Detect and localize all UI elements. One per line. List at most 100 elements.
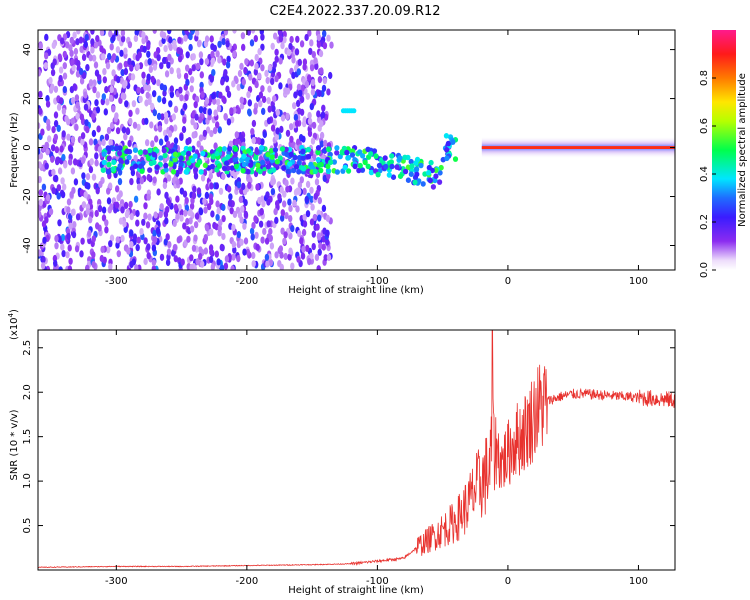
signal-band-cell [426, 164, 432, 171]
signal-band-cell [375, 171, 381, 178]
spectrogram-cell [217, 56, 222, 64]
y-tick-label: 2.0 [22, 384, 33, 400]
spectrogram-cell [199, 81, 204, 89]
spectrogram-cell [124, 100, 129, 108]
spectrogram-cell [80, 138, 85, 146]
spectrogram-cell [280, 227, 285, 235]
spectrogram-cell [90, 46, 95, 54]
spectrogram-cell [309, 252, 314, 260]
signal-band-cell [418, 162, 424, 169]
spectrogram-cell [61, 250, 66, 258]
spectrogram-cell [182, 222, 187, 230]
spectrogram-cell [156, 112, 162, 120]
spectrogram-cell [326, 88, 331, 96]
spectrogram-cell [278, 30, 283, 36]
spectrogram-cell [100, 245, 105, 254]
spectrogram-cell [135, 219, 140, 227]
spectrogram-cell [89, 158, 94, 166]
spectrogram-cell [54, 146, 59, 154]
spectrogram-cell [317, 248, 322, 256]
spectrogram-cell [244, 58, 249, 66]
spectrogram-cell [94, 152, 99, 160]
spectrogram-cell [198, 134, 204, 142]
spectrogram-cell [242, 248, 247, 256]
colorbar-tick-label: 0.2 [699, 214, 710, 230]
spectrogram-cell [302, 116, 307, 124]
signal-band-cell [301, 165, 307, 172]
spectrogram-cell [116, 34, 122, 42]
spectrogram-cell [141, 218, 146, 226]
spectrogram-cell [189, 85, 194, 93]
spectrogram-cell [307, 74, 312, 82]
spectrogram-cell [41, 144, 46, 152]
signal-band-cell [285, 168, 291, 175]
spectrogram-cell [94, 209, 99, 218]
spectrogram-cell [243, 66, 248, 75]
spectrogram-cell [163, 45, 168, 53]
x-tick-label: -100 [366, 276, 389, 287]
spectrogram-cell [195, 258, 200, 266]
signal-band-cell [420, 181, 426, 187]
spectrogram-cell [162, 56, 167, 65]
y-tick-label: 20 [22, 92, 33, 105]
spectrogram-cell [99, 30, 105, 37]
spectrogram-cell [123, 225, 128, 234]
spectrogram-cell [317, 89, 322, 97]
spectrogram-cell [211, 69, 216, 77]
signal-band-cell [334, 145, 340, 151]
snr-y-axis: 0.5 1.0 1.5 2.0 2.5 [22, 340, 675, 534]
spectrogram-cell [301, 228, 307, 237]
snr-y-label: SNR (10 * v/v) [9, 409, 20, 480]
signal-band-cell [352, 163, 358, 170]
spectrogram-cell [38, 161, 42, 169]
spectrogram-cell [257, 196, 262, 205]
spectrogram-cell [218, 187, 224, 195]
spectrogram-cell [304, 195, 309, 204]
spectrogram-cell [184, 197, 189, 205]
spectrogram-cell [260, 85, 265, 93]
signal-band-cell [408, 171, 414, 177]
spectrogram-cell [90, 38, 95, 46]
spectrogram-cell [127, 139, 132, 148]
signal-band-cell [356, 167, 362, 174]
signal-band-cell [452, 156, 459, 162]
spectrogram-cell [309, 103, 314, 111]
x-tick-label: -300 [105, 276, 128, 287]
spectrogram-cell [302, 187, 307, 195]
spectrogram-cell [225, 40, 230, 48]
spectrogram-cell [220, 78, 225, 86]
signal-band-cell [124, 148, 130, 154]
spectrogram-cell [134, 30, 139, 37]
spectrogram-cell [256, 137, 261, 145]
signal-band-cell [368, 151, 374, 157]
snr-y-exponent: (x104) [7, 309, 20, 340]
spectrogram-cell [104, 226, 109, 234]
signal-band-cell [241, 153, 247, 159]
spectrogram-cell [194, 113, 199, 121]
spectrogram-cell [208, 172, 213, 180]
spectrogram-cell [253, 68, 258, 76]
spectrogram-cell [133, 154, 138, 162]
spectrogram-cell [315, 223, 320, 231]
snr-plot-area [38, 330, 675, 569]
spectrogram-cell [223, 262, 229, 270]
spectrogram-cell [141, 71, 146, 79]
spectrogram-cell [91, 54, 97, 62]
spectrogram-cell [173, 124, 178, 132]
spectrogram-cell [221, 203, 226, 212]
spectrogram-cell [60, 177, 65, 185]
spectrogram-cell [198, 51, 204, 59]
spectrogram-cell [269, 242, 275, 250]
signal-band-cell [412, 179, 418, 186]
signal-band-cell [292, 154, 298, 161]
signal-band-cell [443, 133, 449, 139]
spectrogram-cell [173, 137, 179, 145]
spectrogram-cell [299, 108, 305, 116]
spectrogram-cell [227, 199, 233, 207]
spectrogram-cell [150, 102, 155, 110]
spectrogram-cell [217, 126, 222, 134]
spectrogram-cell [325, 229, 330, 237]
spectrogram-cell [175, 195, 180, 203]
spectrogram-cell [161, 97, 167, 105]
signal-band-cell [296, 169, 302, 175]
